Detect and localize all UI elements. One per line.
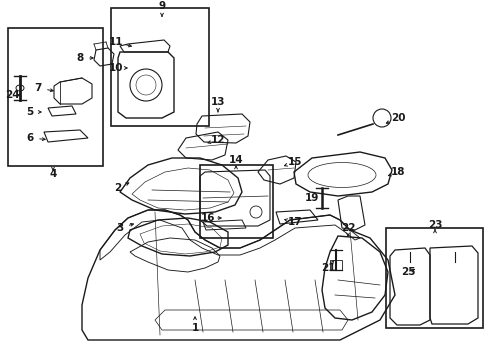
Text: 12: 12 [210,135,225,145]
Text: 25: 25 [400,267,414,277]
Text: 4: 4 [49,169,57,179]
Text: 21: 21 [320,263,335,273]
Text: 23: 23 [427,220,441,230]
Text: 15: 15 [287,157,302,167]
Bar [329,260,341,270]
Text: 7: 7 [34,83,41,93]
Text: 2: 2 [114,183,122,193]
Bar [385,228,482,328]
Text: 20: 20 [390,113,405,123]
Text: 18: 18 [390,167,405,177]
Text: 11: 11 [108,37,123,47]
Text: 14: 14 [228,155,243,165]
Text: 22: 22 [340,223,354,233]
Bar [111,8,208,126]
Text: 17: 17 [287,217,302,227]
Text: 5: 5 [26,107,34,117]
Text: 1: 1 [191,323,198,333]
Text: 8: 8 [76,53,83,63]
Text: 19: 19 [304,193,319,203]
Text: 24: 24 [5,90,19,100]
Text: 10: 10 [108,63,123,73]
Bar [200,165,272,238]
Text: 6: 6 [26,133,34,143]
Text: 9: 9 [158,1,165,11]
Text: 13: 13 [210,97,225,107]
Bar [8,28,103,166]
Text: 3: 3 [116,223,123,233]
Text: 16: 16 [201,213,215,223]
